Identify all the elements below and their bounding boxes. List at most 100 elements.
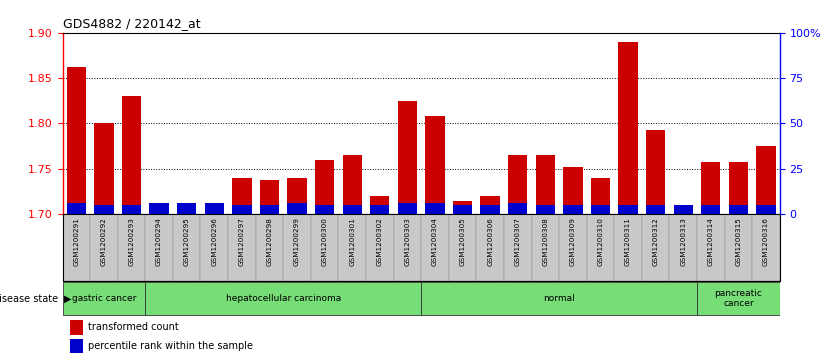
Text: GSM1200311: GSM1200311	[625, 217, 631, 266]
Text: GSM1200316: GSM1200316	[763, 217, 769, 266]
Text: GSM1200303: GSM1200303	[404, 217, 410, 266]
Bar	[200, 214, 228, 281]
Bar	[177, 203, 196, 214]
Bar	[256, 214, 284, 281]
Bar	[563, 205, 582, 214]
Bar	[480, 196, 500, 214]
Text: GSM1200305: GSM1200305	[460, 217, 465, 266]
Bar	[449, 214, 476, 281]
Bar	[615, 214, 642, 281]
Bar	[260, 180, 279, 214]
Bar	[315, 205, 334, 214]
Text: GSM1200302: GSM1200302	[377, 217, 383, 266]
Text: GSM1200315: GSM1200315	[736, 217, 741, 266]
Bar	[453, 205, 472, 214]
Bar	[339, 214, 366, 281]
Bar	[370, 205, 389, 214]
Bar	[145, 282, 421, 315]
Bar	[508, 155, 527, 214]
Bar	[288, 178, 307, 214]
Bar	[586, 214, 615, 281]
Bar	[63, 214, 90, 281]
Bar	[425, 203, 445, 214]
Bar	[149, 203, 168, 214]
Text: GSM1200312: GSM1200312	[653, 217, 659, 266]
Text: gastric cancer: gastric cancer	[72, 294, 136, 303]
Text: GSM1200309: GSM1200309	[570, 217, 576, 266]
Bar	[284, 214, 311, 281]
Bar	[729, 162, 748, 214]
Bar	[508, 203, 527, 214]
Bar	[122, 96, 141, 214]
Bar	[559, 214, 586, 281]
Bar	[480, 205, 500, 214]
Text: GSM1200295: GSM1200295	[183, 217, 189, 266]
Bar	[697, 282, 780, 315]
Bar	[535, 155, 555, 214]
Bar	[701, 162, 721, 214]
Bar	[204, 203, 224, 214]
Bar	[563, 167, 582, 214]
Bar	[366, 214, 394, 281]
Bar	[398, 101, 417, 214]
Text: ▶: ▶	[64, 294, 72, 303]
Bar	[118, 214, 145, 281]
Bar	[674, 205, 693, 214]
Bar	[697, 214, 725, 281]
Bar	[67, 67, 86, 214]
Bar	[232, 205, 252, 214]
Bar	[288, 203, 307, 214]
Bar	[228, 214, 256, 281]
Bar	[590, 205, 610, 214]
Bar	[756, 205, 776, 214]
Text: GSM1200300: GSM1200300	[322, 217, 328, 266]
Bar	[725, 214, 752, 281]
Text: pancreatic
cancer: pancreatic cancer	[715, 289, 762, 308]
Text: percentile rank within the sample: percentile rank within the sample	[88, 341, 254, 351]
Bar	[94, 123, 113, 214]
Bar	[590, 178, 610, 214]
Text: GSM1200313: GSM1200313	[681, 217, 686, 266]
Text: GSM1200306: GSM1200306	[487, 217, 493, 266]
Bar	[642, 214, 670, 281]
Bar	[701, 205, 721, 214]
Text: GSM1200293: GSM1200293	[128, 217, 134, 266]
Text: GSM1200297: GSM1200297	[239, 217, 245, 266]
Bar	[343, 205, 362, 214]
Bar	[756, 146, 776, 214]
Bar	[421, 282, 697, 315]
Bar	[260, 205, 279, 214]
Bar	[67, 203, 86, 214]
Bar	[394, 214, 421, 281]
Bar	[729, 205, 748, 214]
Text: GSM1200304: GSM1200304	[432, 217, 438, 266]
Bar	[398, 203, 417, 214]
Text: GDS4882 / 220142_at: GDS4882 / 220142_at	[63, 17, 200, 30]
Text: GSM1200299: GSM1200299	[294, 217, 300, 266]
Bar	[315, 160, 334, 214]
Bar	[145, 214, 173, 281]
Bar	[94, 205, 113, 214]
Text: transformed count: transformed count	[88, 322, 179, 333]
Text: GSM1200314: GSM1200314	[708, 217, 714, 266]
Text: GSM1200308: GSM1200308	[542, 217, 548, 266]
Text: GSM1200294: GSM1200294	[156, 217, 162, 266]
Bar	[752, 214, 780, 281]
Bar	[63, 282, 145, 315]
Bar	[70, 320, 83, 335]
Bar	[70, 339, 83, 354]
Bar	[670, 214, 697, 281]
Bar	[619, 42, 638, 214]
Text: GSM1200307: GSM1200307	[515, 217, 520, 266]
Text: GSM1200292: GSM1200292	[101, 217, 107, 266]
Bar	[453, 200, 472, 214]
Text: GSM1200296: GSM1200296	[211, 217, 218, 266]
Text: disease state: disease state	[0, 294, 58, 303]
Bar	[646, 130, 666, 214]
Bar	[311, 214, 339, 281]
Bar	[619, 205, 638, 214]
Text: hepatocellular carcinoma: hepatocellular carcinoma	[226, 294, 341, 303]
Bar	[370, 196, 389, 214]
Text: GSM1200310: GSM1200310	[597, 217, 604, 266]
Bar	[90, 214, 118, 281]
